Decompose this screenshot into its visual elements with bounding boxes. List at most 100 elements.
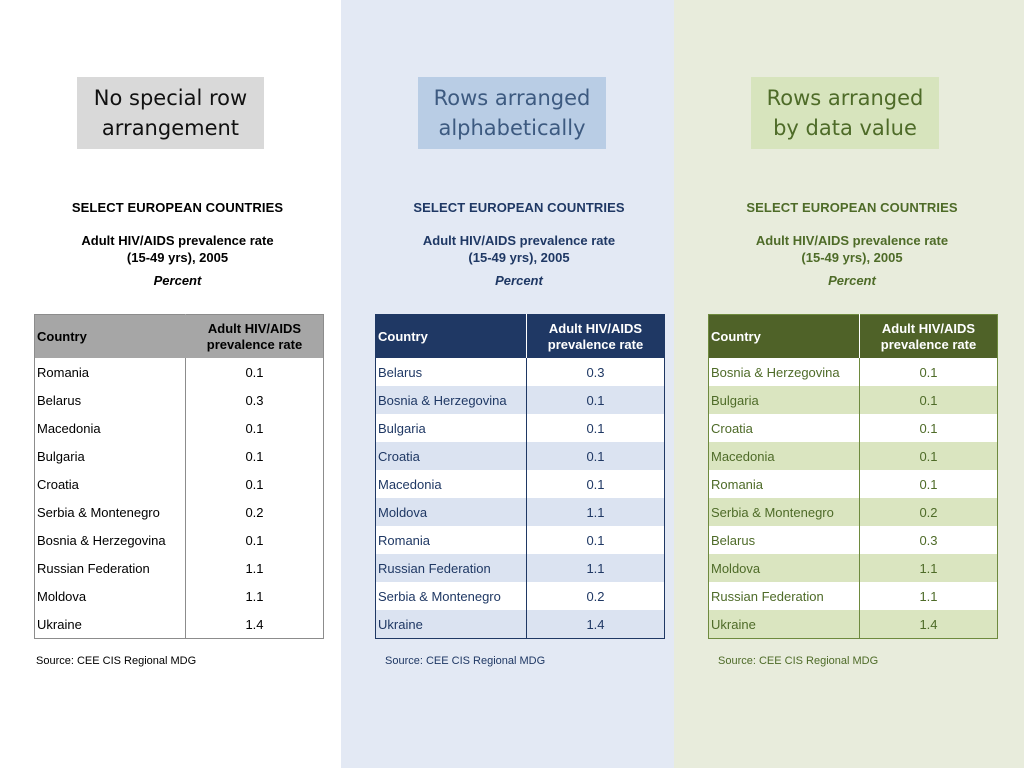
source-note: Source: CEE CIS Regional MDG — [385, 655, 546, 667]
table-row: Macedonia 0.1 — [34, 414, 324, 442]
table-heading: SELECT EUROPEAN COUNTRIES — [746, 200, 958, 215]
table-row: Belarus 0.3 — [375, 358, 665, 386]
country-cell: Moldova — [708, 554, 860, 582]
table-row: Russian Federation 1.1 — [708, 582, 998, 610]
country-cell: Belarus — [34, 386, 186, 414]
country-cell: Belarus — [708, 526, 860, 554]
column-header-rate: Adult HIV/AIDS prevalence rate — [859, 314, 998, 358]
table-row: Bosnia & Herzegovina 0.1 — [375, 386, 665, 414]
country-cell: Bulgaria — [34, 442, 186, 470]
rate-cell: 0.1 — [526, 442, 665, 470]
table-row: Romania 0.1 — [375, 526, 665, 554]
data-table: Country Adult HIV/AIDS prevalence rate B… — [708, 314, 998, 639]
table-unit: Percent — [828, 273, 876, 288]
rate-cell: 0.1 — [245, 532, 264, 548]
table-unit: Percent — [495, 273, 543, 288]
table-heading: SELECT EUROPEAN COUNTRIES — [413, 200, 625, 215]
rate-cell: 0.1 — [859, 470, 998, 498]
table-row: Ukraine 1.4 — [34, 610, 324, 639]
country-cell: Croatia — [708, 414, 860, 442]
panel-tag: No special row arrangement — [77, 77, 264, 149]
country-cell: Bosnia & Herzegovina — [34, 526, 186, 554]
rate-cell: 0.3 — [859, 526, 998, 554]
data-table: Country Adult HIV/AIDS prevalence rate B… — [375, 314, 665, 639]
table-row: Russian Federation 1.1 — [375, 554, 665, 582]
country-cell: Bulgaria — [375, 414, 527, 442]
table-row: Ukraine 1.4 — [375, 610, 665, 639]
rate-cell: 1.1 — [859, 554, 998, 582]
table-row: Romania 0.1 — [708, 470, 998, 498]
table-header-row: Country Adult HIV/AIDS prevalence rate — [708, 314, 998, 358]
rate-cell: 0.1 — [859, 442, 998, 470]
rate-cell: 0.2 — [245, 504, 264, 520]
country-cell: Bosnia & Herzegovina — [375, 386, 527, 414]
rate-cell: 0.1 — [245, 420, 264, 436]
country-cell: Bulgaria — [708, 386, 860, 414]
table-row: Romania 0.1 — [34, 358, 324, 386]
table-row: Bosnia & Herzegovina 0.1 — [34, 526, 324, 554]
panel-tag: Rows arranged alphabetically — [418, 77, 606, 149]
rate-cell: 0.3 — [245, 392, 264, 408]
country-cell: Croatia — [375, 442, 527, 470]
panel-alphabetical: Rows arranged alphabetically SELECT EURO… — [341, 0, 674, 768]
country-cell: Moldova — [375, 498, 527, 526]
table-row: Bulgaria 0.1 — [375, 414, 665, 442]
table-subheading: Adult HIV/AIDS prevalence rate (15-49 yr… — [81, 233, 274, 265]
rate-cell: 0.1 — [526, 526, 665, 554]
country-cell: Romania — [34, 358, 186, 386]
table-row: Croatia 0.1 — [708, 414, 998, 442]
rate-cell: 1.1 — [245, 560, 264, 576]
country-cell: Belarus — [375, 358, 527, 386]
rate-cell: 1.1 — [526, 498, 665, 526]
table-unit: Percent — [153, 273, 202, 288]
rate-cell: 1.1 — [859, 582, 998, 610]
panel-by-value: Rows arranged by data value SELECT EUROP… — [674, 0, 1024, 768]
table-row: Bulgaria 0.1 — [34, 442, 324, 470]
column-header-rate: Adult HIV/AIDS prevalence rate — [526, 314, 665, 358]
table-row: Ukraine 1.4 — [708, 610, 998, 639]
rate-cell: 1.4 — [526, 610, 665, 639]
table-row: Serbia & Montenegro 0.2 — [34, 498, 324, 526]
country-cell: Macedonia — [34, 414, 186, 442]
table-row: Bosnia & Herzegovina 0.1 — [708, 358, 998, 386]
country-cell: Serbia & Montenegro — [375, 582, 527, 610]
country-cell: Russian Federation — [375, 554, 527, 582]
table-header-row: Country Adult HIV/AIDS prevalence rate — [375, 314, 665, 358]
column-header-country: Country — [708, 314, 860, 358]
rate-cell: 1.1 — [245, 588, 264, 604]
country-cell: Russian Federation — [708, 582, 860, 610]
table-subheading: Adult HIV/AIDS prevalence rate (15-49 yr… — [755, 233, 949, 265]
rate-cell: 0.2 — [859, 498, 998, 526]
country-cell: Serbia & Montenegro — [708, 498, 860, 526]
rate-cell: 0.1 — [526, 386, 665, 414]
country-cell: Ukraine — [708, 610, 860, 639]
rate-cell: 0.1 — [526, 414, 665, 442]
rate-cell: 0.3 — [526, 358, 665, 386]
table-row: Belarus 0.3 — [34, 386, 324, 414]
table-header-row: Country Adult HIV/AIDS prevalence rate — [34, 314, 324, 358]
table-subheading: Adult HIV/AIDS prevalence rate (15-49 yr… — [422, 233, 616, 265]
rate-cell: 1.4 — [245, 616, 264, 632]
country-cell: Croatia — [34, 470, 186, 498]
table-row: Serbia & Montenegro 0.2 — [708, 498, 998, 526]
table-row: Moldova 1.1 — [708, 554, 998, 582]
rate-cell: 0.1 — [859, 386, 998, 414]
rate-cell: 0.1 — [245, 476, 264, 492]
table-row: Croatia 0.1 — [34, 470, 324, 498]
country-cell: Macedonia — [708, 442, 860, 470]
rate-cell: 0.1 — [859, 358, 998, 386]
column-header-country: Country — [375, 314, 527, 358]
panel-no-arrangement: No special row arrangement SELECT EUROPE… — [0, 0, 341, 768]
country-cell: Romania — [375, 526, 527, 554]
table-row: Bulgaria 0.1 — [708, 386, 998, 414]
rate-cell: 0.1 — [245, 364, 264, 380]
country-cell: Ukraine — [375, 610, 527, 639]
rate-cell: 1.4 — [859, 610, 998, 639]
source-note: Source: CEE CIS Regional MDG — [36, 655, 197, 667]
country-cell: Ukraine — [34, 610, 186, 639]
table-row: Macedonia 0.1 — [708, 442, 998, 470]
table-row: Moldova 1.1 — [375, 498, 665, 526]
data-table: Country Adult HIV/AIDS prevalence rate R… — [34, 314, 324, 639]
rate-cell: 0.1 — [526, 470, 665, 498]
country-cell: Moldova — [34, 582, 186, 610]
